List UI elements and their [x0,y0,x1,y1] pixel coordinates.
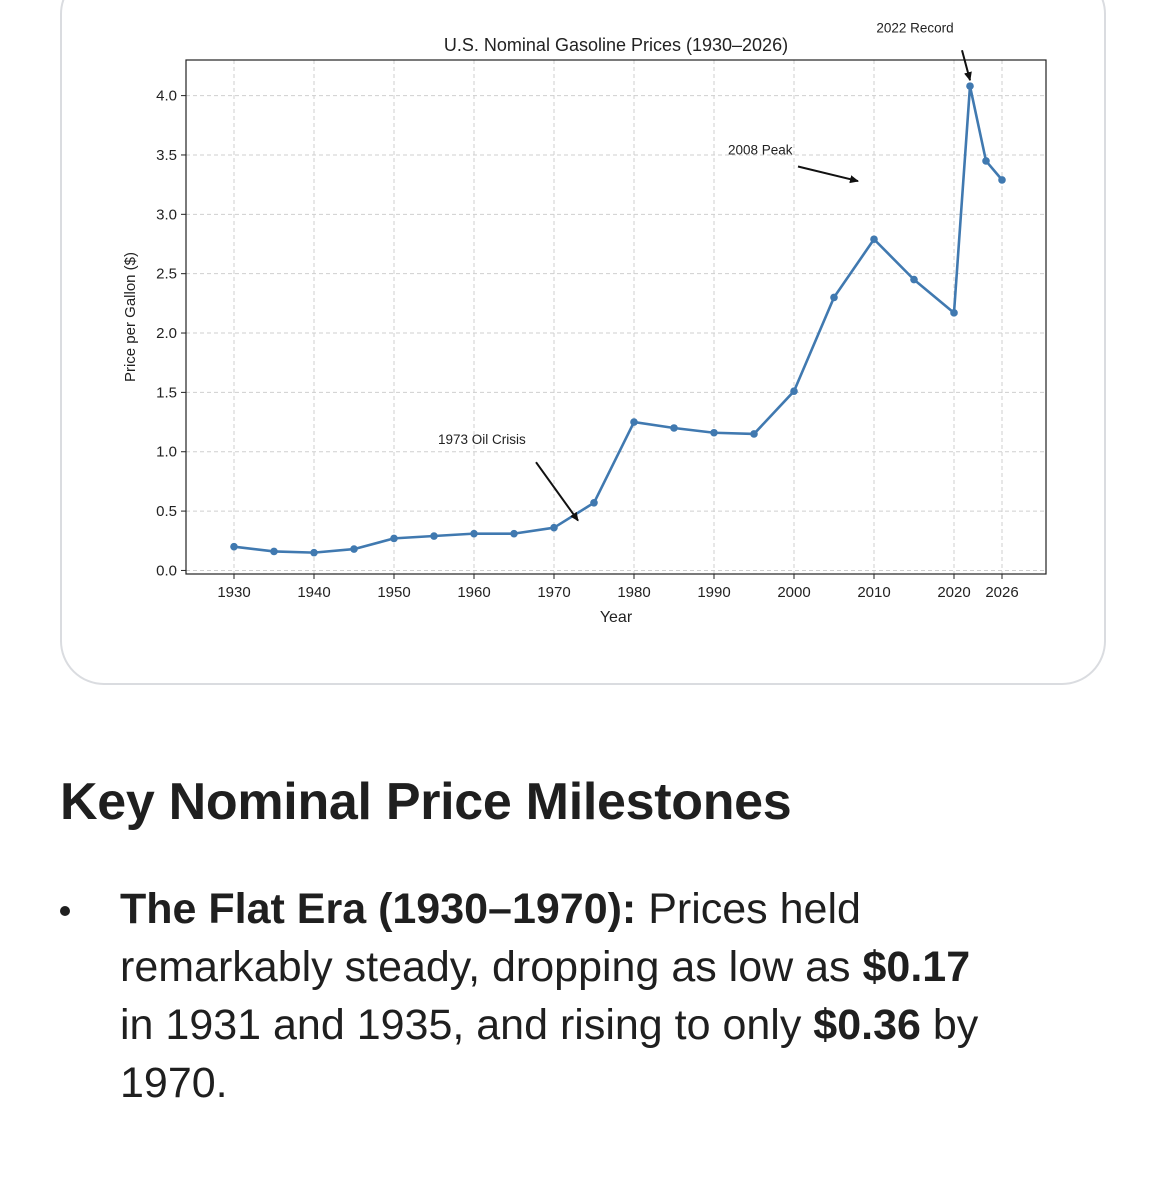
x-tick-label: 1980 [617,584,650,601]
plot-frame [185,59,1047,575]
data-point [982,157,990,165]
y-tick-label: 4.0 [156,88,177,105]
data-point [998,176,1006,184]
y-tick-label: 1.0 [156,444,177,461]
annotation-arrow [535,461,579,522]
x-tick-label: 2000 [777,584,810,601]
data-point [310,548,318,557]
y-tick-label: 2.0 [156,325,177,342]
data-point [750,430,758,438]
annotation-label: 2008 Peak [728,143,793,158]
chart-title: U.S. Nominal Gasoline Prices (1930–2026) [444,35,788,55]
milestone-list: The Flat Era (1930–1970): Prices held re… [60,880,1120,1112]
annotation-arrow [961,50,972,82]
price-chart: 1930 1940 1950 1960 1970 1980 1990 2000 2010 2020… [122,20,1047,626]
section-heading: Key Nominal Price Milestones [60,773,792,831]
y-tick-label: 3.0 [156,206,177,223]
x-tick-label: 2020 [937,584,970,601]
annotation-label: 2022 Record [876,20,953,35]
milestone-text-2: remarkably steady, dropping as low as [120,943,863,991]
milestone-text-1: Prices held [636,885,861,933]
milestone-text-4: 1970. [120,1059,228,1107]
data-point [470,529,478,538]
series-line [233,84,1003,554]
data-point [966,82,974,90]
x-tick-label: 2026 [985,584,1018,601]
x-tick-label: 1950 [377,584,410,601]
y-axis-label: Price per Gallon ($) [122,252,139,382]
data-point [550,523,558,532]
data-point [590,498,598,507]
x-axis-label: Year [600,609,633,626]
milestone-high-price: $0.36 [813,1001,921,1049]
x-tick-label: 2010 [857,584,890,601]
data-point [270,547,278,556]
data-point [870,235,878,244]
milestone-text-3: in 1931 and 1935, and rising to only [120,1001,814,1049]
milestone-low-price: $0.17 [862,943,971,991]
x-tick-label: 1990 [697,584,730,601]
data-point [910,275,918,284]
data-point [390,534,398,543]
annotation-arrow [797,165,859,184]
annotation-label: 1973 Oil Crisis [438,432,526,447]
y-tick-label: 0.5 [156,503,177,520]
y-tick-label: 2.5 [156,266,177,283]
data-point [230,542,238,551]
milestone-item-flat-era: The Flat Era (1930–1970): Prices held re… [60,880,1120,1112]
data-point [350,545,358,553]
data-point [510,529,518,538]
data-point [830,293,838,302]
data-point [630,418,638,426]
y-tick-label: 3.5 [156,147,177,164]
y-tick-label: 1.5 [156,384,177,401]
data-point [950,309,958,317]
data-point [710,428,718,437]
data-point [670,424,678,432]
y-tick-label: 0.0 [156,562,177,579]
x-tick-label: 1960 [457,584,490,601]
x-tick-label: 1930 [217,584,250,601]
x-tick-label: 1940 [297,584,330,601]
data-point [430,532,438,540]
x-tick-label: 1970 [537,584,570,601]
milestone-text-3-tail: by [920,1001,979,1049]
milestone-title: The Flat Era (1930–1970): [120,885,637,933]
data-point [790,387,798,395]
